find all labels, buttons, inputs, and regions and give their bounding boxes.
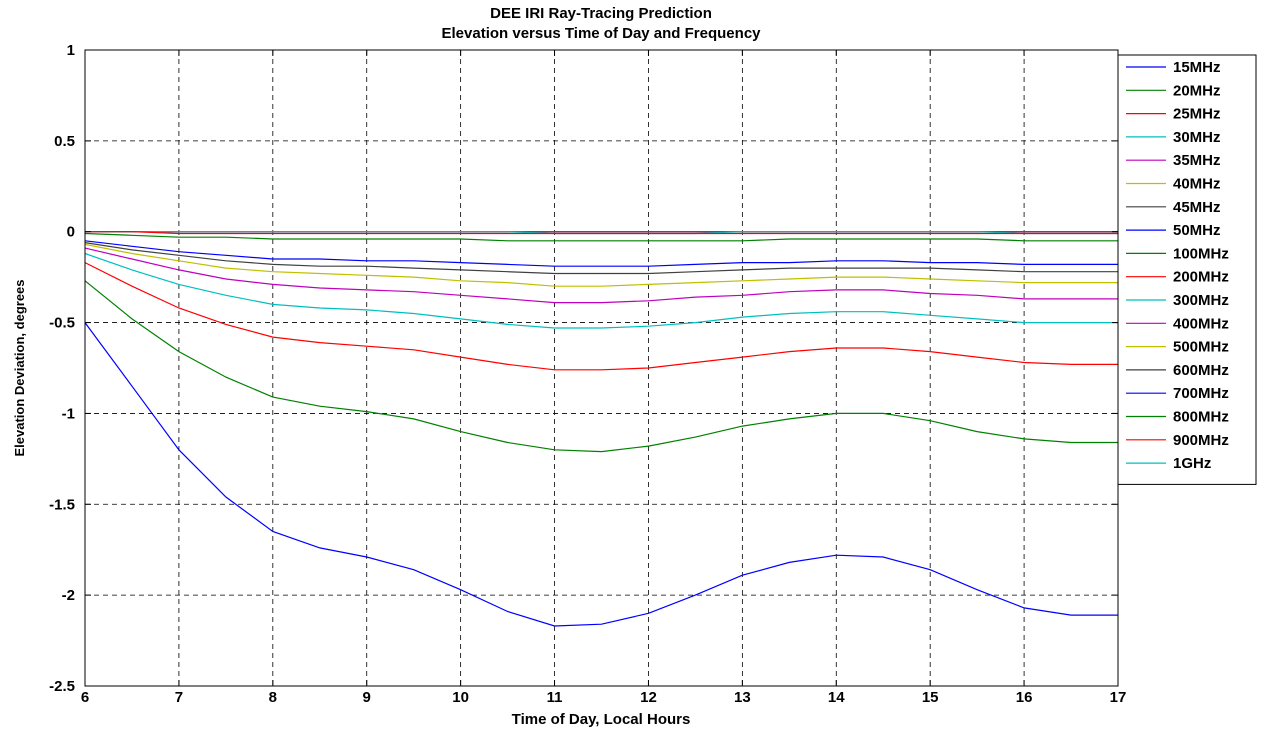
legend-box xyxy=(1117,54,1257,485)
x-tick-label: 9 xyxy=(363,689,371,706)
x-tick-label: 13 xyxy=(734,689,751,706)
x-tick-label: 7 xyxy=(175,689,183,706)
legend-entry-label: 25MHz xyxy=(1173,106,1221,123)
y-tick-label: 0 xyxy=(67,224,75,241)
y-tick-label: -2 xyxy=(62,587,75,604)
legend: 15MHz 20MHz 25MHz 30MHz 35MHz 40MHz 45MHz 50MHz… xyxy=(1117,54,1257,485)
chart-subtitle: Elevation versus Time of Day and Frequen… xyxy=(442,25,762,42)
chart-title: DEE IRI Ray-Tracing Prediction xyxy=(490,5,712,22)
legend-entry-label: 1GHz xyxy=(1173,455,1211,472)
legend-entry-label: 100MHz xyxy=(1173,245,1229,262)
series-lines xyxy=(84,231,1118,627)
legend-entry-label: 45MHz xyxy=(1173,199,1221,216)
x-tick-label: 11 xyxy=(547,689,563,706)
grid-lines xyxy=(85,50,1118,686)
x-tick-label: 6 xyxy=(81,689,89,706)
y-tick-label: 1 xyxy=(67,42,75,59)
legend-entry-label: 600MHz xyxy=(1173,362,1229,379)
y-axis-label: Elevation Deviation, degrees xyxy=(12,279,27,456)
series-line-20mhz xyxy=(84,280,1118,453)
legend-entry-label: 40MHz xyxy=(1173,176,1221,193)
y-tick-label: -1 xyxy=(62,405,75,422)
series-line-50mhz xyxy=(84,240,1118,267)
x-tick-label: 14 xyxy=(828,689,845,706)
x-axis-label: Time of Day, Local Hours xyxy=(512,711,691,728)
y-tick-label: -1.5 xyxy=(49,496,75,513)
legend-entry-label: 15MHz xyxy=(1173,59,1221,76)
legend-entry-label: 500MHz xyxy=(1173,339,1229,356)
legend-entry-label: 300MHz xyxy=(1173,292,1229,309)
x-tick-label: 17 xyxy=(1110,689,1127,706)
series-line-200mhz xyxy=(85,231,1118,235)
series-line-100mhz xyxy=(84,232,1118,242)
legend-entry-label: 400MHz xyxy=(1173,315,1229,332)
series-line-40mhz xyxy=(84,243,1118,287)
x-tick-label: 12 xyxy=(640,689,657,706)
x-tick-label: 15 xyxy=(922,689,939,706)
legend-entry-label: 900MHz xyxy=(1173,432,1229,449)
legend-entry-label: 20MHz xyxy=(1173,82,1221,99)
legend-entry-label: 35MHz xyxy=(1173,152,1221,169)
legend-entry-label: 700MHz xyxy=(1173,385,1229,402)
x-axis-ticks: 6 7 8 9 10 11 12 13 14 15 16 17 xyxy=(81,50,1127,706)
y-tick-label: 0.5 xyxy=(54,133,75,150)
series-line-15mhz xyxy=(84,322,1118,627)
x-tick-label: 16 xyxy=(1016,689,1033,706)
legend-entry-label: 800MHz xyxy=(1173,409,1229,426)
series-line-25mhz xyxy=(84,262,1118,371)
series-line-35mhz xyxy=(84,247,1118,304)
plot-area-frame xyxy=(84,49,1119,687)
x-tick-label: 10 xyxy=(452,689,469,706)
series-line-30mhz xyxy=(84,252,1118,329)
x-tick-label: 8 xyxy=(269,689,277,706)
legend-entry-label: 200MHz xyxy=(1173,269,1229,286)
legend-entry-label: 50MHz xyxy=(1173,222,1221,239)
y-axis-ticks: 1 0.5 0 -0.5 -1 -1.5 -2 -2.5 xyxy=(49,42,1118,695)
legend-entry-label: 30MHz xyxy=(1173,129,1221,146)
y-tick-label: -2.5 xyxy=(49,678,75,695)
series-line-45mhz xyxy=(84,242,1118,275)
y-tick-label: -0.5 xyxy=(49,315,75,332)
